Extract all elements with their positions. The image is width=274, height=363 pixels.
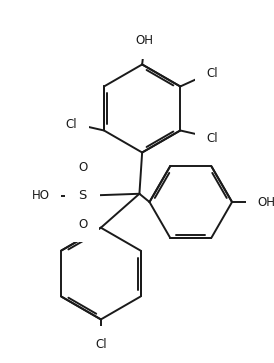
Text: O: O	[78, 217, 87, 231]
Text: Cl: Cl	[207, 132, 218, 145]
Text: OH: OH	[135, 34, 153, 47]
Text: Cl: Cl	[95, 338, 107, 351]
Text: S: S	[78, 189, 87, 202]
Text: Cl: Cl	[207, 67, 218, 80]
Text: HO: HO	[32, 189, 50, 202]
Text: Cl: Cl	[65, 118, 77, 131]
Text: O: O	[78, 161, 87, 174]
Text: OH: OH	[258, 196, 274, 208]
